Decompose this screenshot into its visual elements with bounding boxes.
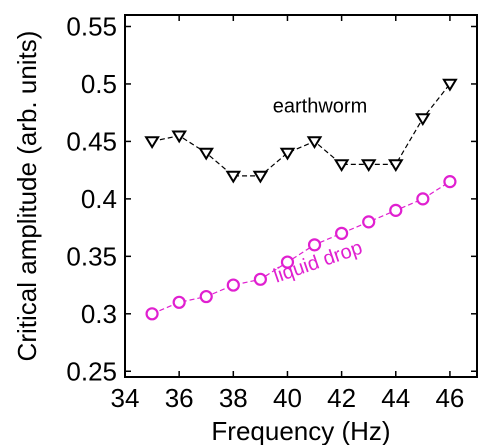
data-point-liquid-drop — [280, 255, 295, 269]
data-point-earthworm — [198, 147, 214, 161]
series-line-earthworm — [151, 83, 451, 177]
data-point-liquid-drop — [389, 203, 403, 217]
y-tick-label: 0.45 — [66, 126, 117, 156]
x-tick-label: 40 — [273, 383, 302, 413]
x-tick-label: 44 — [381, 383, 410, 413]
data-point-liquid-drop — [416, 192, 430, 206]
data-point-earthworm — [306, 136, 323, 150]
data-point-liquid-drop — [253, 272, 267, 286]
data-point-liquid-drop — [443, 175, 457, 189]
data-point-liquid-drop — [226, 278, 240, 292]
y-tick-label: 0.3 — [81, 299, 117, 329]
data-point-earthworm — [415, 113, 431, 127]
ticks-group: 34 36 38 40 42 44 46 0.25 0.3 0.35 0.4 0.45 0.5 0.55 — [66, 11, 477, 413]
x-axis-label: Frequency (Hz) — [211, 416, 390, 445]
data-point-earthworm — [225, 170, 242, 184]
y-tick-label: 0.4 — [81, 184, 117, 214]
data-point-earthworm — [388, 159, 404, 173]
data-point-liquid-drop — [335, 226, 349, 240]
y-tick-label: 0.25 — [66, 356, 117, 386]
data-point-earthworm — [360, 159, 377, 173]
y-tick-label: 0.5 — [81, 69, 117, 99]
y-axis-label: Critical amplitude (arb. units) — [12, 31, 42, 362]
annotation-earthworm: earthworm — [273, 96, 367, 118]
data-point-earthworm — [279, 147, 296, 161]
x-tick-label: 46 — [435, 383, 464, 413]
x-tick-label: 34 — [111, 383, 140, 413]
data-point-liquid-drop — [307, 238, 322, 252]
data-point-earthworm — [171, 130, 187, 144]
series-markers — [144, 78, 458, 321]
y-tick-label: 0.55 — [66, 11, 117, 41]
data-point-earthworm — [144, 136, 160, 150]
x-tick-label: 36 — [165, 383, 194, 413]
y-tick-label: 0.35 — [66, 241, 117, 271]
data-point-earthworm — [333, 159, 350, 173]
data-point-liquid-drop — [172, 295, 186, 309]
data-point-liquid-drop — [362, 215, 376, 229]
x-tick-label: 42 — [327, 383, 356, 413]
data-point-liquid-drop — [145, 307, 159, 321]
data-point-earthworm — [252, 170, 269, 184]
x-tick-label: 38 — [219, 383, 248, 413]
data-point-earthworm — [442, 78, 458, 92]
data-point-liquid-drop — [199, 289, 213, 304]
